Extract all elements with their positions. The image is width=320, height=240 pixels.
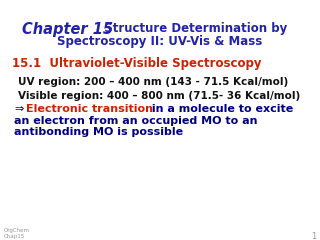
- Text: Spectroscopy II: UV-Vis & Mass: Spectroscopy II: UV-Vis & Mass: [57, 35, 263, 48]
- Text: an electron from an occupied MO to an: an electron from an occupied MO to an: [14, 116, 258, 126]
- Text: UV region: 200 – 400 nm (143 - 71.5 Kcal/mol)
Visible region: 400 – 800 nm (71.5: UV region: 200 – 400 nm (143 - 71.5 Kcal…: [18, 77, 300, 101]
- Text: Electronic transition: Electronic transition: [26, 104, 153, 114]
- Text: OrgChem
Chap15: OrgChem Chap15: [4, 228, 30, 239]
- Text: 15.1  Ultraviolet-Visible Spectroscopy: 15.1 Ultraviolet-Visible Spectroscopy: [12, 57, 261, 70]
- Text: ⇒: ⇒: [14, 104, 23, 114]
- Text: Structure Determination by: Structure Determination by: [96, 22, 287, 35]
- Text: Chapter 15: Chapter 15: [22, 22, 113, 37]
- Text: antibonding MO is possible: antibonding MO is possible: [14, 127, 183, 137]
- Text: in a molecule to excite: in a molecule to excite: [148, 104, 293, 114]
- Text: 1: 1: [311, 232, 316, 240]
